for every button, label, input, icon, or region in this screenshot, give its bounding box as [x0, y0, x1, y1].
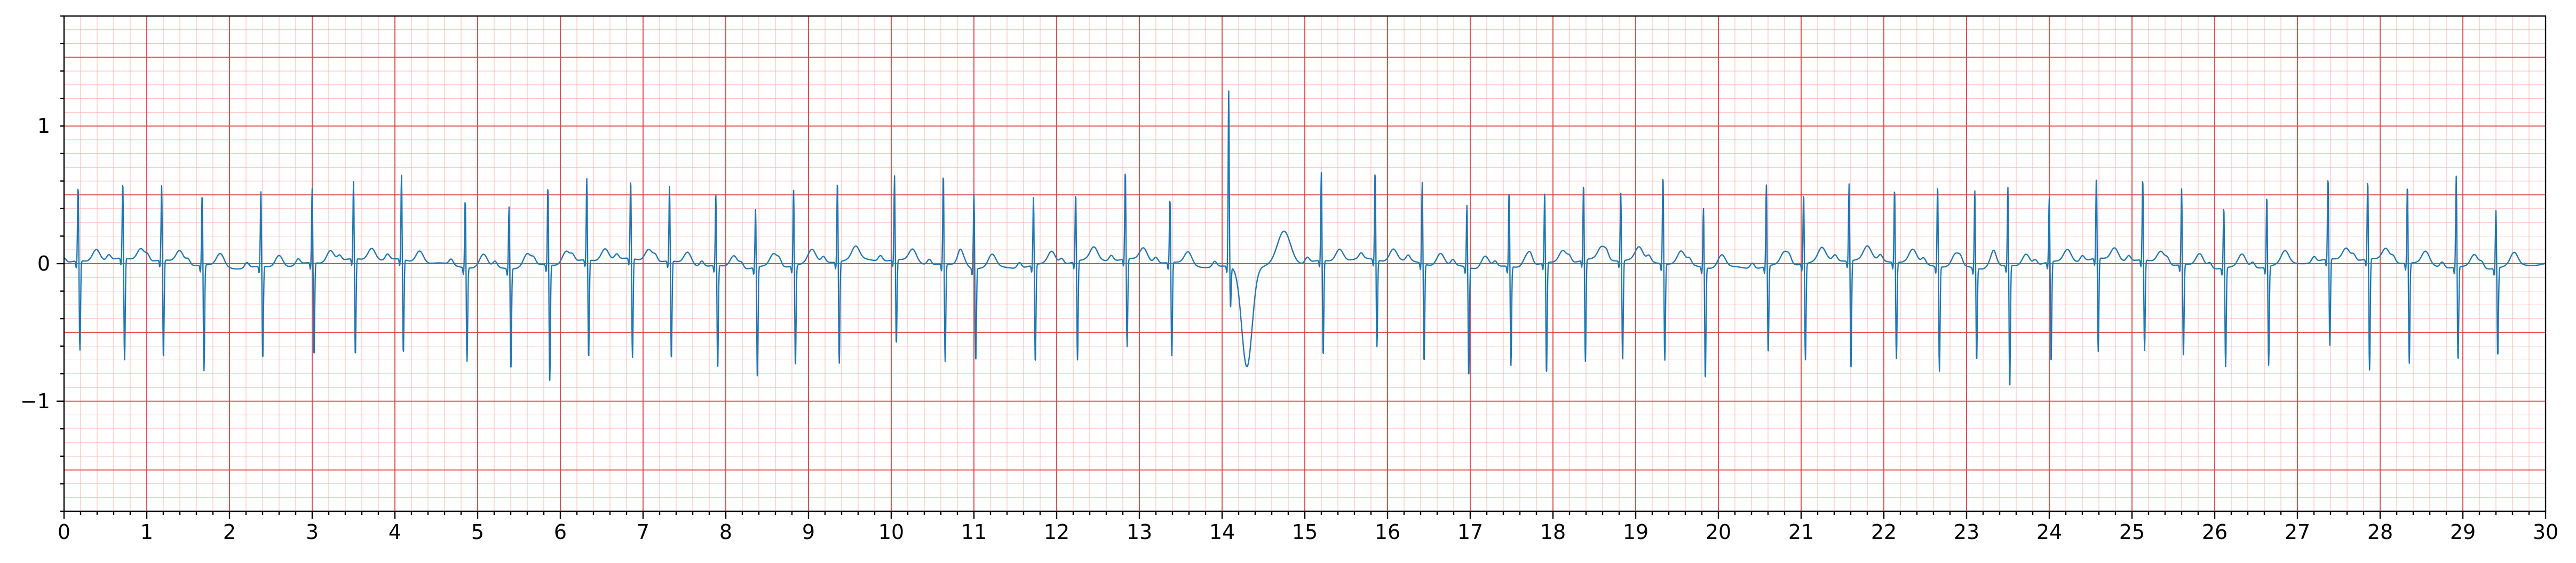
- x-tick-label: 23: [1954, 520, 1979, 544]
- y-tick-label: 0: [37, 252, 50, 275]
- x-tick-label: 19: [1623, 520, 1648, 544]
- x-tick-label: 25: [2119, 520, 2145, 544]
- x-tick-label: 0: [58, 520, 70, 544]
- x-axis: 0 1 2 3 4 5 6 7 8 9 10 11 12 13 14 15 16 17 18 19 20 21 22 23 24…: [58, 511, 2558, 544]
- x-tick-label: 21: [1788, 520, 1814, 544]
- x-tick-label: 1: [140, 520, 153, 544]
- ecg-trace-layer: [64, 90, 2546, 386]
- ecg-trace-line: [64, 90, 2546, 386]
- x-tick-label: 3: [306, 520, 319, 544]
- x-tick-label: 16: [1375, 520, 1400, 544]
- x-tick-label: 26: [2202, 520, 2228, 544]
- x-tick-label: 30: [2533, 520, 2558, 544]
- x-tick-label: 13: [1127, 520, 1152, 544]
- x-tick-label: 11: [961, 520, 987, 544]
- x-tick-label: 28: [2367, 520, 2393, 544]
- x-tick-label: 15: [1292, 520, 1318, 544]
- x-tick-label: 14: [1209, 520, 1235, 544]
- x-tick-label: 6: [554, 520, 567, 544]
- x-tick-label: 9: [802, 520, 815, 544]
- y-tick-label: −1: [20, 390, 50, 413]
- x-tick-label: 8: [719, 520, 732, 544]
- y-tick-label: 1: [37, 114, 50, 138]
- x-tick-label: 17: [1457, 520, 1483, 544]
- x-tick-label: 27: [2285, 520, 2310, 544]
- x-tick-label: 29: [2450, 520, 2476, 544]
- x-tick-label: 12: [1044, 520, 1069, 544]
- x-tick-label: 24: [2036, 520, 2062, 544]
- x-tick-label: 18: [1540, 520, 1566, 544]
- major-grid: [64, 16, 2546, 511]
- x-tick-label: 2: [223, 520, 236, 544]
- y-axis: −1 0 1: [20, 15, 64, 512]
- x-tick-label: 4: [389, 520, 401, 544]
- x-tick-label: 7: [637, 520, 649, 544]
- x-tick-label: 5: [471, 520, 484, 544]
- x-tick-label: 22: [1871, 520, 1897, 544]
- x-tick-label: 10: [878, 520, 904, 544]
- x-tick-label: 20: [1706, 520, 1731, 544]
